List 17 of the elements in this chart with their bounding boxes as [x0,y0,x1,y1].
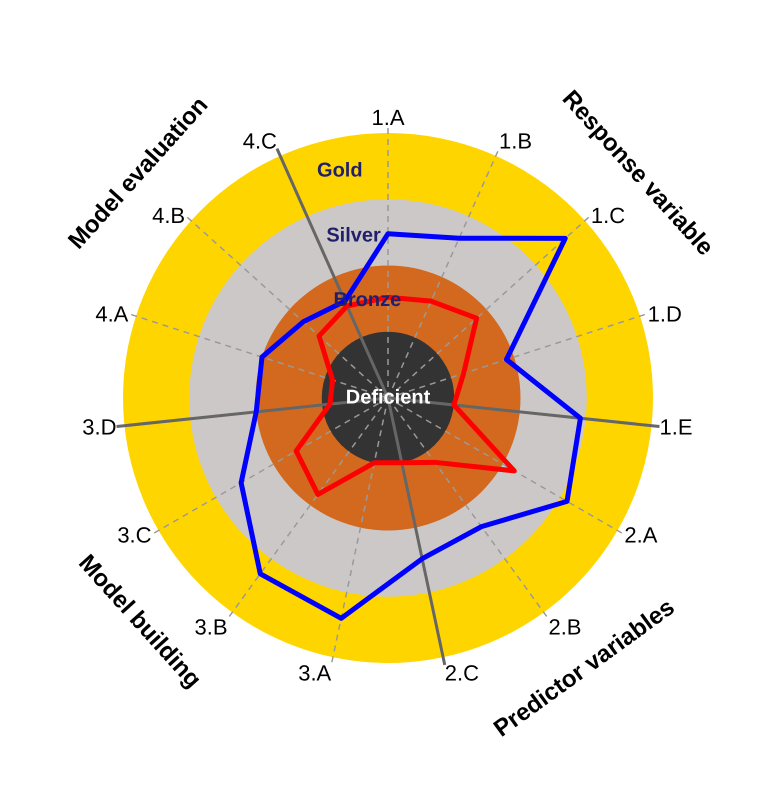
text: Silver [326,224,381,246]
spoke-label: 3.C [117,522,152,548]
spoke-label: 4.C [242,128,278,154]
spoke-label: 4.A [95,301,129,326]
text: Deficient [346,386,430,408]
spoke-label: 3.D [82,414,116,440]
spoke-label: 2.B [548,614,582,640]
spoke-label: 2.A [624,522,658,548]
spoke-label: 2.C [444,660,480,686]
spoke-label: 3.A [298,660,332,686]
spoke-label: 4.B [152,203,186,228]
text: Gold [317,159,363,182]
spoke-label: 1.B [499,128,532,154]
spoke-label: 1.A [371,105,405,130]
spoke-label: 1.C [590,203,626,228]
spoke-label: 1.E [660,414,693,440]
spoke-label: 1.D [648,301,682,326]
